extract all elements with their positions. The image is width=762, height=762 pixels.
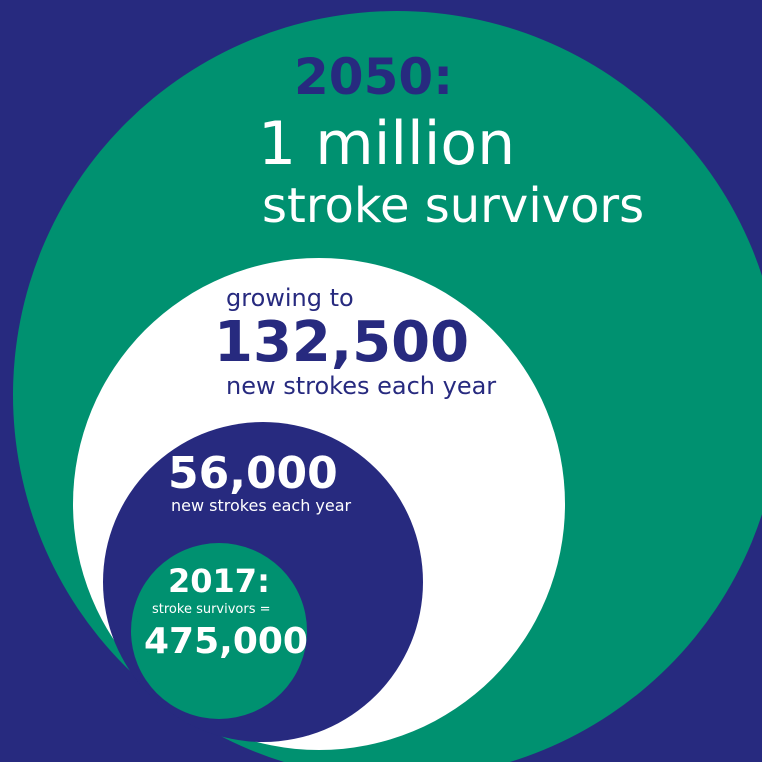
inner-green-circle [131, 543, 307, 719]
survivors-2050-amount: 1 million [258, 109, 516, 179]
current-strokes-label: new strokes each year [171, 496, 352, 515]
growth-amount: 132,500 [214, 310, 470, 375]
year-2050: 2050: [294, 48, 454, 106]
growth-label: new strokes each year [226, 372, 497, 400]
survivors-2050-label: stroke survivors [262, 178, 645, 234]
current-strokes-amount: 56,000 [168, 448, 338, 499]
survivors-2017-label: stroke survivors = [152, 602, 271, 617]
survivors-2017-amount: 475,000 [144, 621, 308, 662]
year-2017: 2017: [168, 562, 270, 600]
growth-intro: growing to [226, 284, 354, 312]
